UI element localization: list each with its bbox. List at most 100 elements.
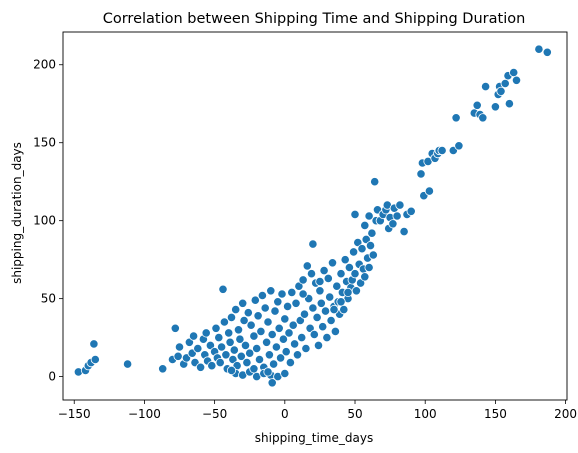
data-point — [364, 211, 374, 221]
data-point — [221, 350, 231, 360]
data-point — [201, 328, 211, 338]
data-point — [217, 342, 227, 352]
data-point — [399, 227, 409, 237]
data-point — [297, 332, 307, 343]
y-tick-label: 100 — [33, 214, 56, 228]
data-point — [292, 350, 303, 360]
data-point — [226, 365, 237, 375]
data-point — [318, 322, 328, 332]
data-point — [365, 241, 376, 251]
data-point — [534, 44, 544, 54]
data-point — [308, 239, 318, 249]
data-point — [231, 304, 241, 315]
data-point — [298, 289, 308, 299]
data-point — [368, 250, 378, 260]
data-point — [196, 362, 206, 372]
data-point — [249, 331, 259, 341]
data-point — [500, 78, 510, 89]
data-point — [511, 75, 522, 85]
data-point — [336, 297, 346, 307]
data-point — [233, 325, 244, 335]
data-point — [308, 303, 318, 313]
data-point — [361, 234, 371, 244]
data-point — [309, 329, 319, 340]
data-point — [215, 357, 225, 368]
data-point — [249, 364, 259, 374]
data-point — [327, 258, 338, 268]
data-point — [242, 357, 252, 368]
data-point — [205, 340, 215, 350]
data-point — [263, 367, 273, 377]
y-tick-label: 200 — [33, 58, 56, 72]
data-point — [243, 308, 253, 318]
data-point — [348, 247, 359, 257]
data-point — [264, 350, 274, 360]
data-point — [280, 314, 290, 324]
data-point — [490, 102, 500, 112]
data-point — [288, 320, 298, 330]
data-point — [184, 337, 194, 347]
data-point — [218, 284, 228, 294]
data-point — [315, 286, 325, 296]
y-tick-label: 50 — [41, 292, 56, 306]
points-layer — [73, 44, 552, 388]
data-point — [395, 200, 405, 210]
data-point — [263, 317, 273, 327]
data-point — [256, 326, 266, 336]
data-point — [388, 219, 398, 229]
data-point — [451, 113, 461, 123]
data-point — [320, 306, 331, 316]
plot-frame — [62, 31, 568, 401]
x-tick-label: 100 — [414, 407, 437, 421]
data-point — [416, 169, 426, 179]
data-point — [322, 332, 332, 343]
data-point — [312, 312, 322, 322]
data-point — [496, 86, 506, 96]
data-point — [260, 303, 270, 313]
data-point — [229, 345, 239, 355]
data-point — [302, 261, 312, 271]
data-point — [294, 281, 304, 291]
data-point — [278, 334, 288, 344]
data-point — [224, 328, 234, 338]
data-point — [225, 337, 235, 347]
data-point — [273, 297, 283, 307]
data-point — [323, 273, 333, 283]
data-point — [350, 269, 360, 279]
data-point — [357, 244, 367, 254]
data-point — [240, 340, 251, 350]
data-point — [287, 287, 297, 297]
data-point — [364, 262, 374, 273]
data-point — [332, 281, 342, 291]
data-point — [319, 265, 329, 276]
data-point — [266, 286, 276, 296]
data-point — [246, 320, 256, 330]
data-point — [193, 343, 203, 354]
data-point — [275, 353, 286, 363]
data-point — [254, 354, 265, 365]
x-tick-label: 150 — [484, 407, 507, 421]
data-point — [250, 295, 260, 305]
data-point — [90, 354, 100, 365]
data-point — [306, 269, 317, 279]
x-tick-label: 200 — [554, 407, 577, 421]
x-tick-label: 50 — [347, 407, 362, 421]
data-point — [301, 343, 311, 354]
data-point — [207, 361, 217, 371]
data-point — [336, 269, 346, 279]
data-point — [271, 342, 281, 352]
data-point — [478, 113, 488, 123]
data-point — [252, 343, 262, 354]
data-point — [330, 326, 340, 336]
data-point — [274, 323, 284, 333]
data-point — [226, 312, 237, 322]
y-axis-label: shipping_duration_days — [10, 142, 24, 284]
data-point — [211, 323, 221, 333]
y-tick-label: 150 — [33, 136, 56, 150]
data-point — [267, 329, 277, 340]
data-point — [170, 323, 180, 333]
data-point — [295, 315, 305, 326]
data-point — [454, 141, 464, 151]
data-point — [326, 315, 336, 326]
